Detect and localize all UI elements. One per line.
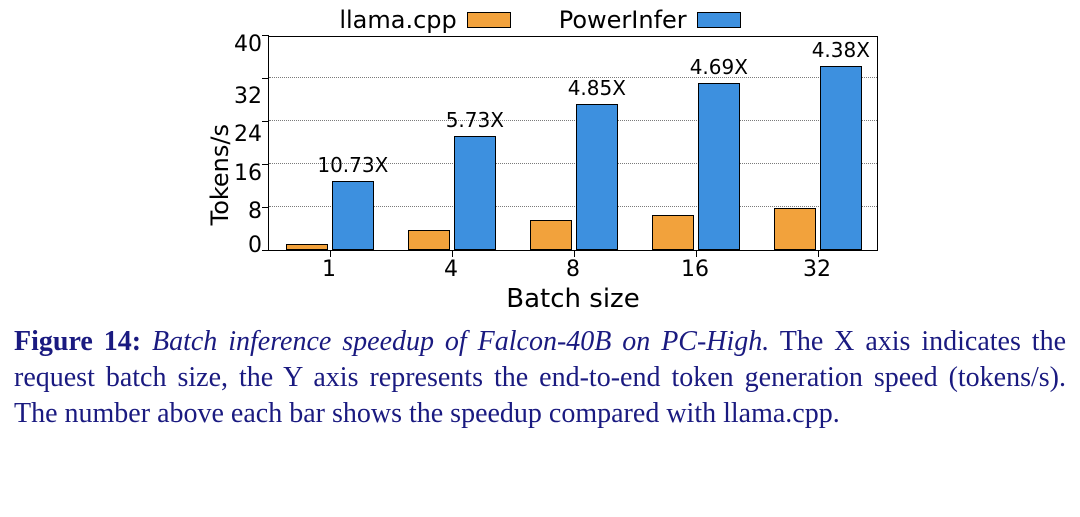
- speedup-label: 4.69X: [690, 55, 748, 79]
- x-tick-mark: [574, 250, 575, 257]
- y-tick: 24: [234, 124, 262, 146]
- x-axis-ticks: 1481632: [268, 257, 878, 282]
- bar: [454, 136, 496, 250]
- axes-area: Tokens/s 4032241680 10.73X5.73X4.85X4.69…: [202, 36, 878, 314]
- plot-area: 10.73X 5.73X 4.85X 4.69X 4.38X: [268, 36, 878, 251]
- y-tick: 40: [234, 34, 262, 56]
- x-tick: 32: [756, 257, 878, 282]
- figure-title: Batch inference speedup of Falcon-40B on…: [152, 326, 769, 357]
- bar: [774, 208, 816, 250]
- legend-item: llama.cpp: [339, 6, 510, 34]
- plot-column: 10.73X 5.73X 4.85X 4.69X 4.38X 1481632 Batch…: [268, 36, 878, 314]
- x-tick-mark: [696, 250, 697, 257]
- y-tick-mark: [262, 35, 269, 36]
- y-tick: 16: [234, 163, 262, 185]
- x-tick: 4: [390, 257, 512, 282]
- x-tick-mark: [452, 250, 453, 257]
- y-tick-mark: [262, 207, 269, 208]
- bar: [820, 66, 862, 250]
- legend: llama.cpp PowerInfer: [202, 6, 878, 34]
- legend-swatch: [467, 12, 511, 28]
- x-tick-mark: [330, 250, 331, 257]
- speedup-label: 5.73X: [446, 108, 504, 132]
- y-tick-mark: [262, 250, 269, 251]
- y-tick: 32: [234, 86, 262, 108]
- grid-line: [269, 120, 877, 121]
- legend-item: PowerInfer: [559, 6, 741, 34]
- y-tick: 8: [248, 201, 262, 223]
- y-axis-ticks: 4032241680: [234, 36, 268, 251]
- speedup-label: 4.38X: [812, 38, 870, 62]
- y-tick-mark: [262, 78, 269, 79]
- bar: [408, 230, 450, 250]
- figure-caption: Figure 14: Batch inference speedup of Fa…: [14, 324, 1066, 431]
- y-tick-mark: [262, 164, 269, 165]
- bar-chart: llama.cppPowerInfer Tokens/s 4032241680 …: [202, 6, 878, 314]
- y-axis-label: Tokens/s: [202, 124, 234, 225]
- y-tick: 0: [248, 235, 262, 257]
- x-tick: 8: [512, 257, 634, 282]
- y-tick-mark: [262, 121, 269, 122]
- legend-label: PowerInfer: [559, 6, 687, 34]
- bar: [530, 220, 572, 250]
- figure-label: Figure 14:: [14, 326, 141, 357]
- legend-label: llama.cpp: [339, 6, 456, 34]
- bar: [332, 181, 374, 250]
- bar: [576, 104, 618, 250]
- x-tick-mark: [818, 250, 819, 257]
- bar: [698, 83, 740, 250]
- legend-swatch: [697, 12, 741, 28]
- x-axis-label: Batch size: [268, 284, 878, 314]
- bar: [652, 215, 694, 250]
- speedup-label: 10.73X: [317, 153, 388, 177]
- x-tick: 1: [268, 257, 390, 282]
- bar: [286, 244, 328, 250]
- page-root: llama.cppPowerInfer Tokens/s 4032241680 …: [0, 0, 1080, 517]
- speedup-label: 4.85X: [568, 76, 626, 100]
- chart-container: llama.cppPowerInfer Tokens/s 4032241680 …: [14, 6, 1066, 314]
- x-tick: 16: [634, 257, 756, 282]
